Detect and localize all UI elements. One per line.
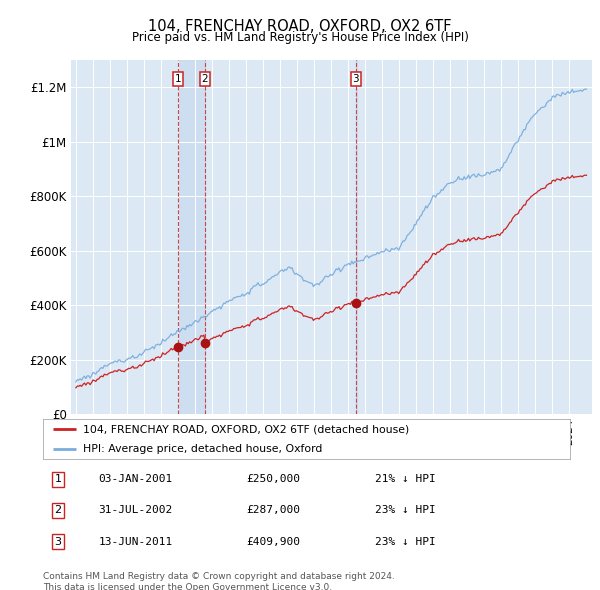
Bar [356,60,357,414]
Text: 3: 3 [55,536,61,546]
Text: 1: 1 [55,474,61,484]
Text: 31-JUL-2002: 31-JUL-2002 [98,506,173,515]
Text: HPI: Average price, detached house, Oxford: HPI: Average price, detached house, Oxfo… [83,444,322,454]
Text: 21% ↓ HPI: 21% ↓ HPI [375,474,436,484]
Text: 1: 1 [175,74,182,84]
Text: 104, FRENCHAY ROAD, OXFORD, OX2 6TF: 104, FRENCHAY ROAD, OXFORD, OX2 6TF [148,19,452,34]
Text: £409,900: £409,900 [246,536,300,546]
Text: 23% ↓ HPI: 23% ↓ HPI [375,536,436,546]
Text: 104, FRENCHAY ROAD, OXFORD, OX2 6TF (detached house): 104, FRENCHAY ROAD, OXFORD, OX2 6TF (det… [83,424,409,434]
Text: 03-JAN-2001: 03-JAN-2001 [98,474,173,484]
Text: 2: 2 [202,74,208,84]
Text: 2: 2 [55,506,62,515]
Text: 13-JUN-2011: 13-JUN-2011 [98,536,173,546]
Text: Price paid vs. HM Land Registry's House Price Index (HPI): Price paid vs. HM Land Registry's House … [131,31,469,44]
Text: £250,000: £250,000 [246,474,300,484]
Bar [178,60,205,414]
Text: £287,000: £287,000 [246,506,300,515]
Text: 23% ↓ HPI: 23% ↓ HPI [375,506,436,515]
Text: 3: 3 [353,74,359,84]
Text: Contains HM Land Registry data © Crown copyright and database right 2024.
This d: Contains HM Land Registry data © Crown c… [43,572,395,590]
